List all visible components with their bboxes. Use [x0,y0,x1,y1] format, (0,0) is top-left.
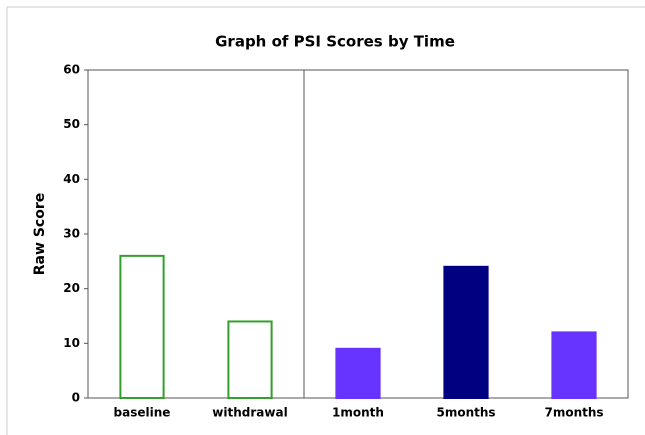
y-tick-label: 40 [63,172,80,186]
y-tick-label: 60 [63,63,80,77]
chart-title: Graph of PSI Scores by Time [215,33,455,51]
x-tick-label: withdrawal [212,406,287,420]
bar [551,331,597,399]
y-tick-label: 20 [63,281,80,295]
y-axis-label: Raw Score [32,193,48,275]
y-tick-label: 30 [63,227,80,241]
bar [227,320,273,400]
x-tick-label: 1month [332,406,384,420]
x-tick-label: 7months [544,406,603,420]
bar [335,347,381,399]
x-tick-label: baseline [114,406,171,420]
y-tick-label: 0 [72,391,80,405]
bar [443,265,489,399]
y-tick-label: 10 [63,336,80,350]
y-tick-label: 50 [63,117,80,131]
bar [119,254,165,399]
x-tick-label: 5months [436,406,495,420]
